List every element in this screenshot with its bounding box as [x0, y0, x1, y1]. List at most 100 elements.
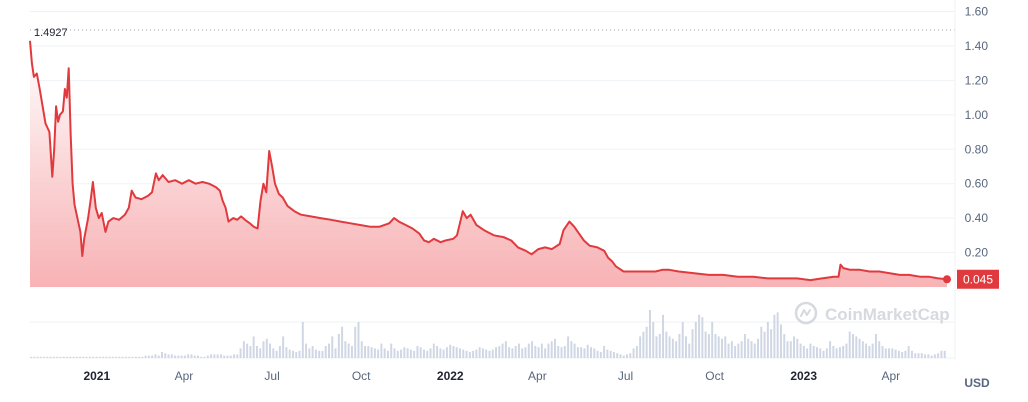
volume-bar [498, 346, 501, 358]
volume-bar [124, 356, 127, 358]
volume-bar [740, 341, 743, 358]
volume-bar [134, 356, 137, 358]
y-axis: 0.20 0.40 0.60 0.80 1.00 1.20 1.40 1.60 [965, 5, 989, 260]
volume-bar [347, 343, 350, 358]
y-tick-label: 0.60 [965, 177, 989, 191]
volume-bar [816, 347, 818, 358]
volume-bar [603, 346, 606, 358]
volume-bar [907, 346, 910, 358]
volume-bar [855, 336, 858, 358]
volume-bar [206, 355, 209, 358]
volume-bar [924, 354, 927, 358]
volume-bar [88, 356, 91, 358]
volume-bar [252, 336, 255, 358]
volume-bar [678, 334, 681, 358]
volume-bar [318, 350, 321, 358]
volume-bar [334, 348, 337, 358]
x-tick-label: Jul [618, 369, 633, 383]
volume-bar [102, 356, 105, 358]
volume-bar [462, 349, 465, 358]
volume-bar [652, 322, 655, 358]
volume-bar [658, 334, 661, 358]
volume-bar [75, 356, 78, 358]
volume-bar [806, 348, 809, 358]
volume-bar [429, 348, 432, 358]
volume-bar [170, 354, 173, 358]
volume-bar [865, 343, 868, 358]
volume-bar [822, 350, 825, 358]
volume-bar [66, 356, 68, 358]
volume-bar [174, 355, 177, 358]
volume-bar [861, 341, 864, 358]
volume-bar [724, 336, 727, 358]
last-price-marker: 0.045 [943, 269, 999, 289]
volume-bar [233, 354, 236, 358]
volume-bar [46, 356, 49, 358]
volume-bar [167, 354, 170, 358]
volume-bar [524, 347, 527, 358]
volume-bar [760, 326, 763, 358]
volume-bar [635, 346, 638, 358]
volume-bar [671, 338, 674, 358]
volume-bar [321, 350, 324, 358]
x-tick-label: Apr [881, 369, 900, 383]
volume-bar [341, 326, 344, 358]
price-line [29, 40, 948, 282]
volume-bar [390, 343, 393, 358]
volume-bar [743, 334, 746, 358]
x-tick-label: Jul [264, 369, 279, 383]
y-tick-label: 0.20 [965, 246, 989, 260]
volume-bar [72, 356, 75, 358]
x-tick-year-label: 2022 [437, 369, 464, 383]
volume-bar [757, 338, 760, 358]
volume-bar [770, 329, 773, 358]
volume-bar [721, 338, 723, 358]
volume-bar [337, 334, 340, 358]
volume-bar [747, 338, 750, 358]
volume-bar [802, 346, 805, 358]
volume-bar [504, 341, 507, 358]
volume-bar [763, 331, 766, 358]
volume-bar [750, 341, 753, 358]
volume-bar [383, 348, 386, 358]
volume-bar [753, 343, 756, 358]
volume-bar [33, 356, 36, 358]
volume-bar [685, 336, 687, 358]
volume-bar [701, 317, 704, 358]
volume-bar [717, 336, 720, 358]
volume-bar [920, 353, 923, 358]
volume-bar [734, 346, 737, 358]
volume-bar [449, 344, 452, 358]
volume-bar [161, 352, 163, 358]
volume-bar [92, 356, 95, 358]
volume-bar [472, 350, 475, 358]
volume-bar [517, 343, 520, 358]
volume-bar [933, 354, 936, 358]
price-area-fill [30, 40, 947, 287]
volume-bar [436, 346, 439, 358]
volume-bar [115, 356, 118, 358]
volume-bar [439, 348, 442, 358]
volume-bar [62, 356, 65, 358]
volume-bar [583, 348, 586, 358]
volume-bar [642, 331, 645, 358]
x-tick-label: Apr [175, 369, 194, 383]
volume-bar [85, 356, 88, 358]
volume-bar [714, 334, 717, 358]
volume-bar [508, 347, 511, 358]
volume-bar [95, 356, 98, 358]
volume-bar [554, 338, 556, 358]
volume-bar [560, 347, 563, 358]
volume-bar [246, 343, 249, 358]
currency-unit-label: USD [964, 376, 990, 390]
volume-bar [540, 343, 543, 358]
volume-bar [344, 341, 347, 358]
volume-bar [881, 346, 884, 358]
volume-bar [491, 349, 494, 358]
volume-bar [910, 350, 913, 358]
volume-bar [357, 322, 360, 358]
volume-bar [655, 336, 658, 358]
volume-bar [825, 348, 828, 358]
volume-bar [779, 324, 782, 358]
